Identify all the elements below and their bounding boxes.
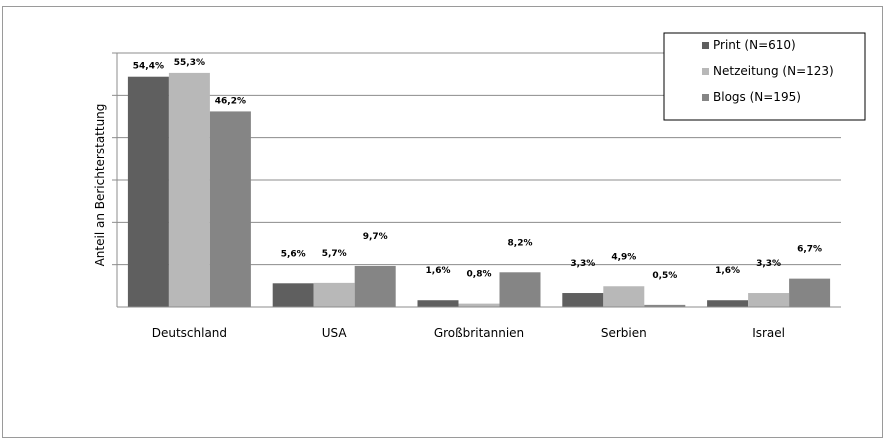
bar [789,278,831,307]
bar [168,72,210,307]
bar [499,272,541,307]
legend-label: Netzeitung (N=123) [713,64,834,78]
x-tick-label: Serbien [601,326,647,340]
data-label: 55,3% [174,58,205,68]
bar [748,293,790,307]
data-label: 1,6% [715,266,740,276]
legend-swatch [702,68,709,75]
y-axis-title: Anteil an Berichterstattung [93,104,107,267]
data-label: 0,5% [652,271,677,281]
data-label: 1,6% [426,266,451,276]
bar [354,265,396,307]
data-labels: 54,4% 55,3% 46,2% 5,6% 5,7% 9,7% 1,6% 0,8% 8,2% 3… [133,58,822,281]
legend-swatch [702,94,709,101]
data-label: 9,7% [363,232,388,242]
bar [127,76,169,307]
x-tick-label: Israel [752,326,785,340]
bar [603,286,645,307]
legend-label: Blogs (N=195) [713,90,801,104]
data-label: 5,6% [281,249,306,259]
data-label: 3,3% [756,259,781,269]
legend: Print (N=610) Netzeitung (N=123) Blogs (N=… [663,32,866,121]
legend-swatch [702,42,709,49]
data-label: 5,7% [322,249,347,259]
bar [313,282,355,307]
bar [272,283,314,307]
x-tick-label: Deutschland [152,326,227,340]
bars [127,72,831,307]
bar [644,304,686,307]
bar [458,303,500,307]
bar [209,111,251,307]
legend-box [663,32,866,121]
data-label: 3,3% [570,259,595,269]
data-label: 0,8% [467,270,492,280]
data-label: 4,9% [611,252,636,262]
bar [707,300,749,307]
legend-label: Print (N=610) [713,38,796,52]
chart-frame [2,6,883,438]
data-label: 6,7% [797,245,822,255]
x-tick-label: USA [322,326,348,340]
data-label: 8,2% [508,238,533,248]
data-label: 54,4% [133,62,164,72]
bar [562,293,604,307]
data-label: 46,2% [215,96,246,106]
bar [417,300,459,307]
axes: Anteil an Berichterstattung Deutschland U… [93,52,841,340]
x-tick-label: Großbritannien [434,326,524,340]
